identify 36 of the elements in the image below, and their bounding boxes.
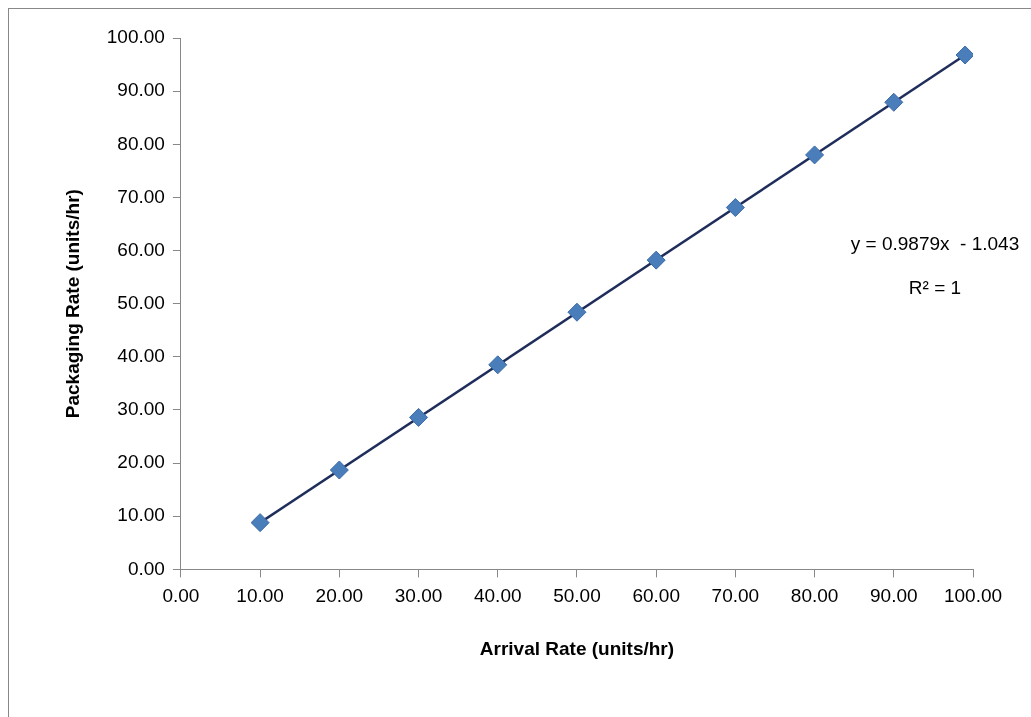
point	[329, 460, 349, 480]
x-tick-label: 60.00	[632, 585, 680, 607]
y-tick-label: 20.00	[117, 451, 165, 473]
point	[488, 355, 508, 375]
point	[955, 45, 973, 65]
y-tick-label: 80.00	[117, 132, 165, 154]
y-axis-title: Packaging Rate (units/hr)	[61, 189, 83, 419]
point	[884, 92, 904, 112]
point	[646, 250, 666, 270]
x-tick-label: 40.00	[473, 585, 522, 607]
y-tick-label: 50.00	[117, 291, 165, 313]
y-tick-label: 100.00	[106, 26, 165, 48]
point	[250, 513, 270, 533]
point	[567, 302, 587, 322]
y-tick-label: 60.00	[117, 238, 165, 260]
point	[805, 145, 825, 165]
y-tick-label: 0.00	[127, 557, 165, 579]
x-tick-label: 10.00	[236, 585, 284, 607]
x-tick-label: 20.00	[315, 585, 364, 607]
y-tick-label: 40.00	[117, 345, 165, 367]
x-tick-label: 100.00	[943, 585, 1003, 607]
annotation: y = 0.9879x - 1.043	[850, 233, 1020, 254]
x-tick-label: 30.00	[394, 585, 443, 607]
annotation: R² = 1	[908, 277, 962, 298]
x-axis-title: Arrival Rate (units/hr)	[479, 637, 675, 659]
y-tick-label: 90.00	[117, 79, 165, 101]
x-tick-label: 50.00	[553, 585, 601, 607]
y-tick-label: 10.00	[117, 504, 165, 526]
x-tick-label: 0.00	[162, 585, 200, 607]
point	[725, 198, 745, 218]
x-tick-label: 90.00	[870, 585, 918, 607]
x-tick-label: 70.00	[711, 585, 760, 607]
x-tick-label: 80.00	[790, 585, 839, 607]
point	[409, 407, 429, 427]
y-tick-label: 30.00	[117, 398, 165, 420]
y-tick-label: 70.00	[117, 185, 165, 207]
